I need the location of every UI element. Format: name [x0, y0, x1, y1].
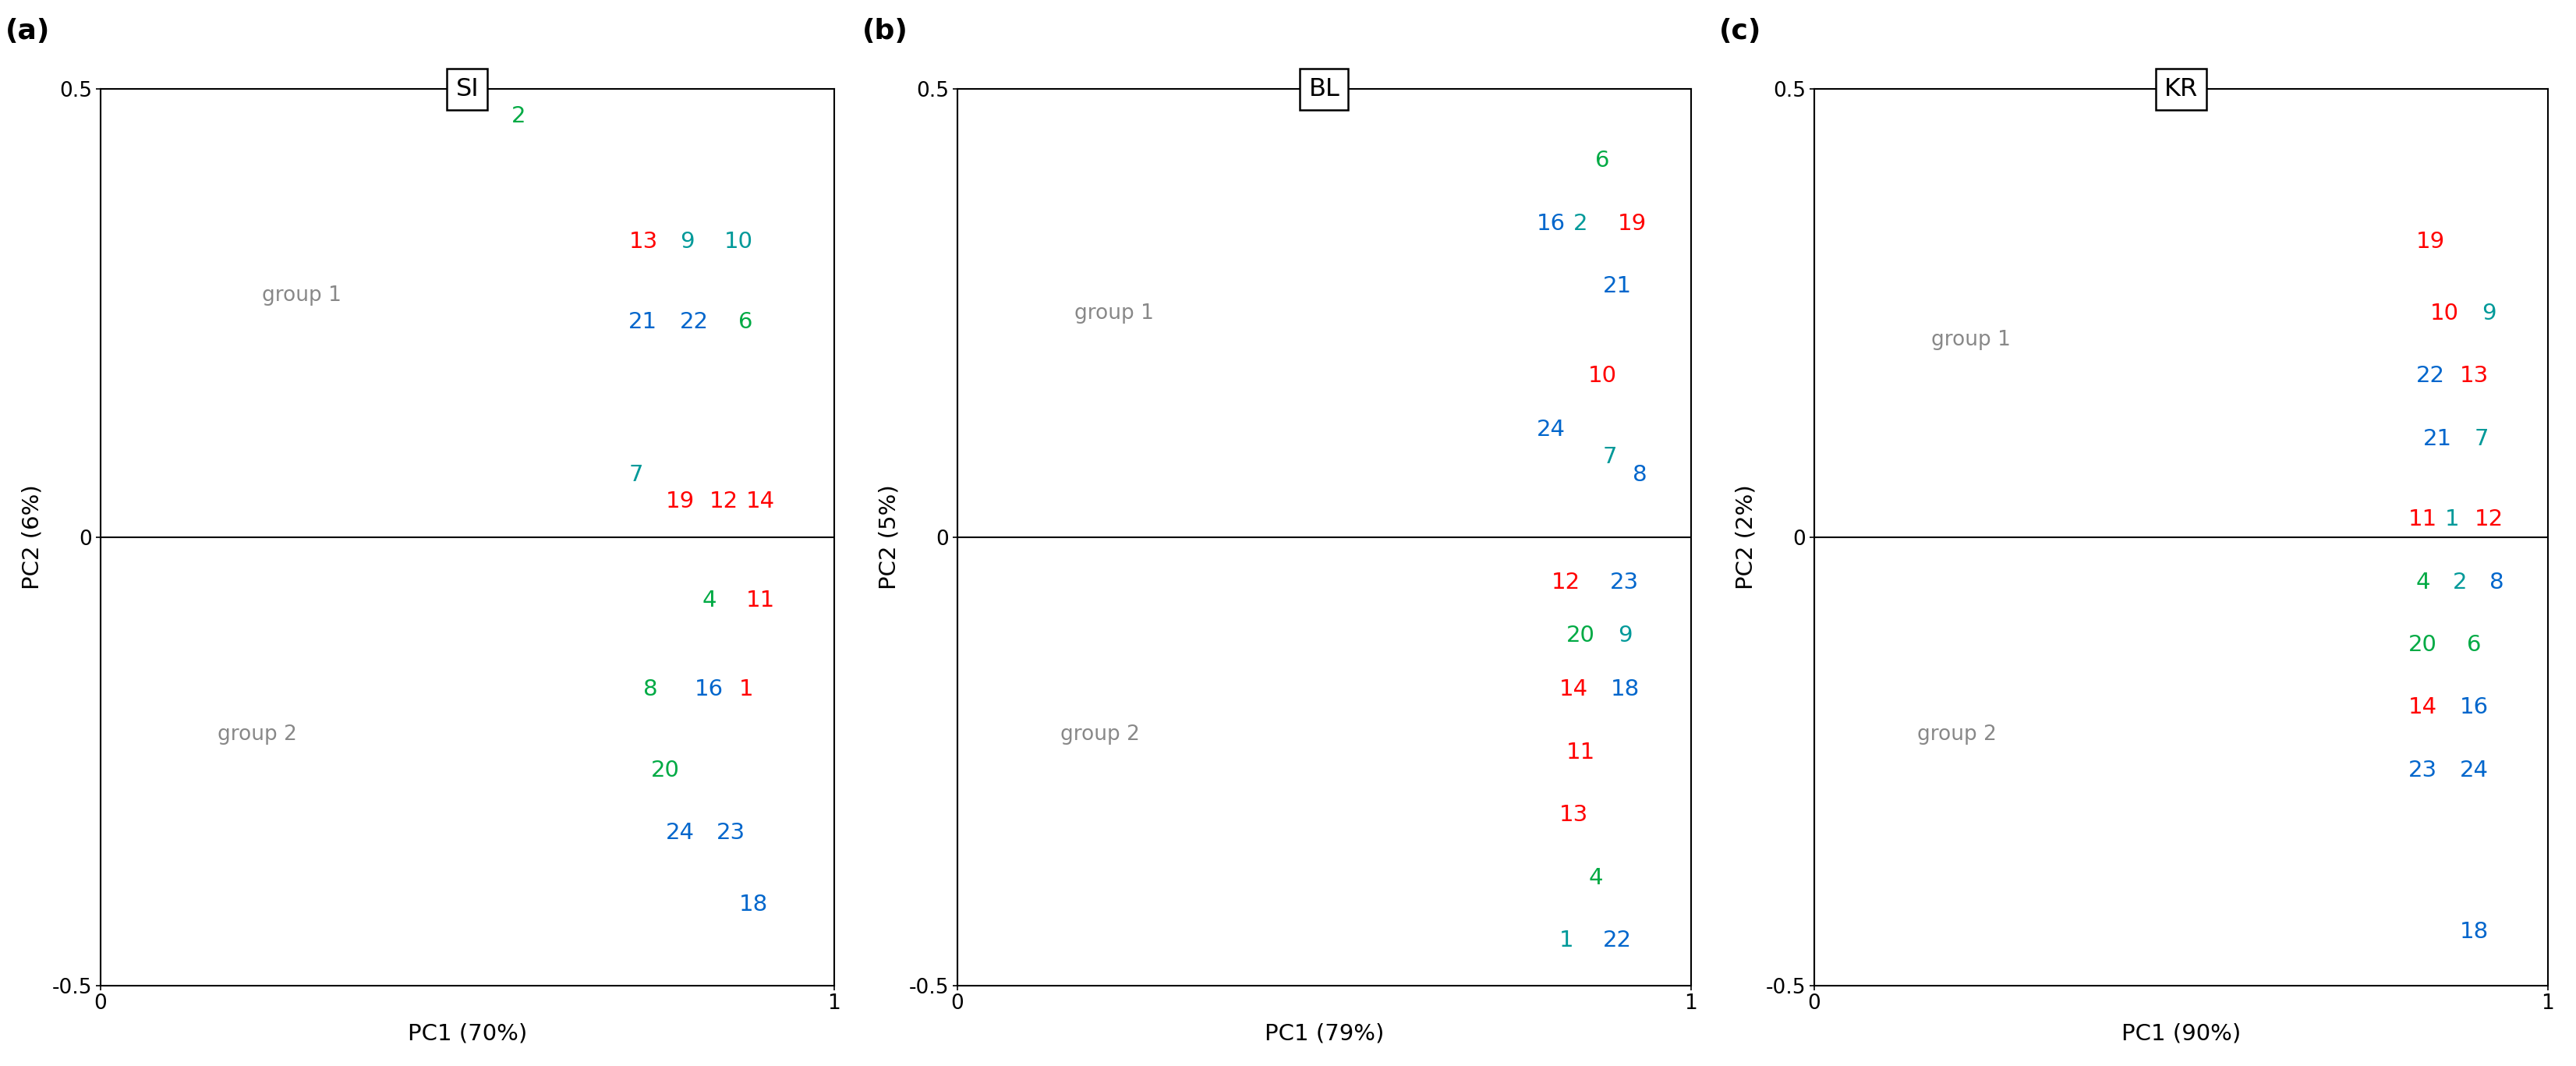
Text: 8: 8 [2488, 571, 2504, 593]
Text: 24: 24 [1538, 419, 1566, 440]
Text: group 2: group 2 [1917, 725, 1996, 745]
Text: 16: 16 [696, 679, 724, 700]
Text: 6: 6 [1595, 150, 1610, 172]
Text: 12: 12 [1551, 571, 1582, 593]
Text: 18: 18 [739, 894, 768, 916]
Text: 23: 23 [716, 822, 744, 844]
Text: 21: 21 [1602, 275, 1631, 297]
Text: 20: 20 [652, 759, 680, 781]
Text: 22: 22 [2416, 365, 2445, 387]
Text: 8: 8 [1633, 464, 1646, 485]
Text: 10: 10 [724, 230, 752, 253]
Text: 16: 16 [1538, 213, 1566, 235]
Text: 24: 24 [665, 822, 693, 844]
Text: group 2: group 2 [219, 725, 296, 745]
Text: (c): (c) [1718, 18, 1762, 45]
Text: 9: 9 [1618, 625, 1633, 647]
Text: 7: 7 [2476, 427, 2488, 450]
Text: 2: 2 [510, 106, 526, 127]
X-axis label: PC1 (70%): PC1 (70%) [407, 1022, 528, 1045]
Text: 4: 4 [2416, 571, 2429, 593]
Text: 9: 9 [680, 230, 696, 253]
Text: 7: 7 [629, 464, 644, 485]
Text: 12: 12 [708, 490, 739, 513]
Text: 1: 1 [1558, 930, 1574, 952]
Text: 19: 19 [1618, 213, 1646, 235]
X-axis label: PC1 (90%): PC1 (90%) [2120, 1022, 2241, 1045]
Y-axis label: PC2 (6%): PC2 (6%) [21, 485, 44, 589]
Y-axis label: PC2 (2%): PC2 (2%) [1736, 485, 1757, 589]
Text: 13: 13 [2460, 365, 2488, 387]
Text: 21: 21 [629, 311, 657, 334]
Text: SI: SI [456, 77, 479, 101]
Text: 22: 22 [1602, 930, 1631, 952]
Text: 13: 13 [629, 230, 657, 253]
Text: group 1: group 1 [1074, 303, 1154, 323]
Text: 4: 4 [703, 589, 716, 611]
Text: 18: 18 [2460, 921, 2488, 942]
Text: 6: 6 [2468, 634, 2481, 656]
Text: 19: 19 [665, 490, 696, 513]
Y-axis label: PC2 (5%): PC2 (5%) [878, 485, 902, 589]
Text: 20: 20 [1566, 625, 1595, 647]
Text: (a): (a) [5, 18, 49, 45]
Text: 2: 2 [2452, 571, 2468, 593]
Text: 19: 19 [2416, 230, 2445, 253]
Text: 7: 7 [1602, 446, 1618, 468]
Text: 10: 10 [1589, 365, 1618, 387]
Text: 20: 20 [2409, 634, 2437, 656]
Text: 14: 14 [747, 490, 775, 513]
Text: 11: 11 [1566, 742, 1595, 763]
Text: 2: 2 [1574, 213, 1587, 235]
Text: 22: 22 [680, 311, 708, 334]
Text: 21: 21 [2424, 427, 2452, 450]
Text: 23: 23 [1610, 571, 1638, 593]
Text: 23: 23 [2409, 759, 2437, 781]
Text: 11: 11 [2409, 508, 2437, 530]
Text: 13: 13 [1558, 804, 1587, 826]
Text: 14: 14 [1558, 679, 1587, 700]
Text: 4: 4 [1589, 867, 1602, 889]
Text: group 1: group 1 [1932, 330, 2012, 351]
Text: 11: 11 [747, 589, 775, 611]
Text: group 2: group 2 [1059, 725, 1139, 745]
Text: 1: 1 [2445, 508, 2460, 530]
Text: group 1: group 1 [263, 286, 340, 306]
Text: 8: 8 [644, 679, 657, 700]
Text: 12: 12 [2476, 508, 2504, 530]
Text: 10: 10 [2429, 303, 2460, 324]
X-axis label: PC1 (79%): PC1 (79%) [1265, 1022, 1383, 1045]
Text: BL: BL [1309, 77, 1340, 101]
Text: KR: KR [2164, 77, 2197, 101]
Text: 16: 16 [2460, 697, 2488, 718]
Text: 14: 14 [2409, 697, 2437, 718]
Text: (b): (b) [863, 18, 907, 45]
Text: 1: 1 [739, 679, 752, 700]
Text: 6: 6 [739, 311, 752, 334]
Text: 9: 9 [2481, 303, 2496, 324]
Text: 24: 24 [2460, 759, 2488, 781]
Text: 18: 18 [1610, 679, 1638, 700]
